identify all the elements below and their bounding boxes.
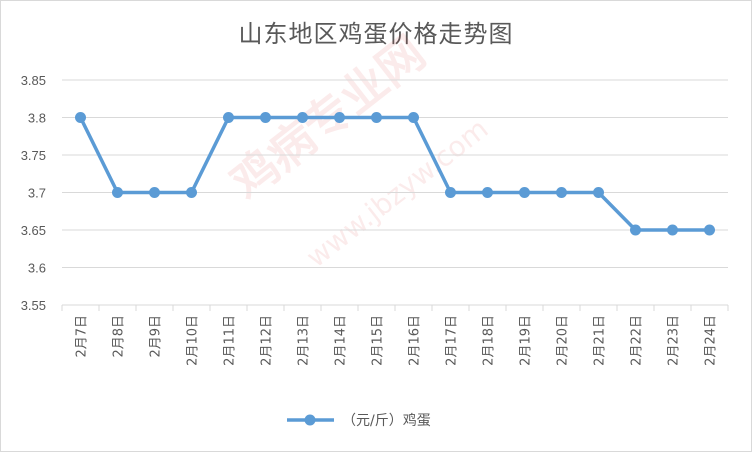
x-tick-label: 2月13日: [297, 315, 312, 366]
data-point: [630, 224, 641, 236]
x-tick-label: 2月18日: [482, 315, 497, 366]
data-point: [260, 112, 271, 123]
x-tick-label: 2月15日: [371, 315, 386, 366]
x-tick-label: 2月23日: [667, 315, 682, 366]
y-tick-label: 3.6: [28, 261, 46, 276]
data-point: [186, 187, 197, 198]
data-point: [334, 112, 345, 123]
data-point: [519, 187, 530, 198]
y-tick-label: 3.85: [21, 73, 46, 88]
y-tick-label: 3.8: [28, 111, 46, 126]
x-tick-label: 2月17日: [445, 315, 460, 366]
data-point: [223, 112, 234, 123]
y-tick-label: 3.7: [28, 186, 46, 201]
data-point: [297, 112, 308, 123]
data-point: [593, 187, 604, 198]
x-tick-label: 2月19日: [519, 315, 534, 366]
legend-marker-icon: [304, 414, 316, 426]
data-point: [371, 112, 382, 123]
data-point: [149, 187, 160, 198]
chart-title: 山东地区鸡蛋价格走势图: [238, 20, 514, 48]
x-tick-label: 2月10日: [186, 315, 201, 366]
data-point: [556, 187, 567, 198]
data-point: [75, 112, 86, 123]
x-tick-label: 2月22日: [630, 315, 645, 366]
x-tick-label: 2月20日: [556, 315, 571, 366]
data-point: [482, 187, 493, 198]
legend-label: （元/斤）鸡蛋: [342, 412, 431, 429]
x-tick-label: 2月7日: [75, 315, 90, 358]
data-point: [445, 187, 456, 198]
x-tick-label: 2月14日: [334, 315, 349, 366]
x-tick-label: 2月12日: [260, 315, 275, 366]
y-tick-label: 3.55: [21, 298, 46, 313]
x-tick-label: 2月24日: [704, 315, 719, 366]
series-line: [78, 115, 710, 232]
y-tick-label: 3.75: [21, 148, 46, 163]
x-tick-label: 2月11日: [223, 315, 238, 366]
x-tick-label: 2月8日: [112, 315, 127, 358]
data-point: [704, 224, 715, 236]
data-point: [408, 112, 419, 123]
x-tick-label: 2月9日: [149, 315, 164, 358]
data-point: [667, 224, 678, 236]
data-point: [112, 187, 123, 198]
x-tick-label: 2月16日: [408, 315, 423, 366]
y-tick-label: 3.65: [21, 223, 46, 238]
x-tick-label: 2月21日: [593, 315, 608, 366]
